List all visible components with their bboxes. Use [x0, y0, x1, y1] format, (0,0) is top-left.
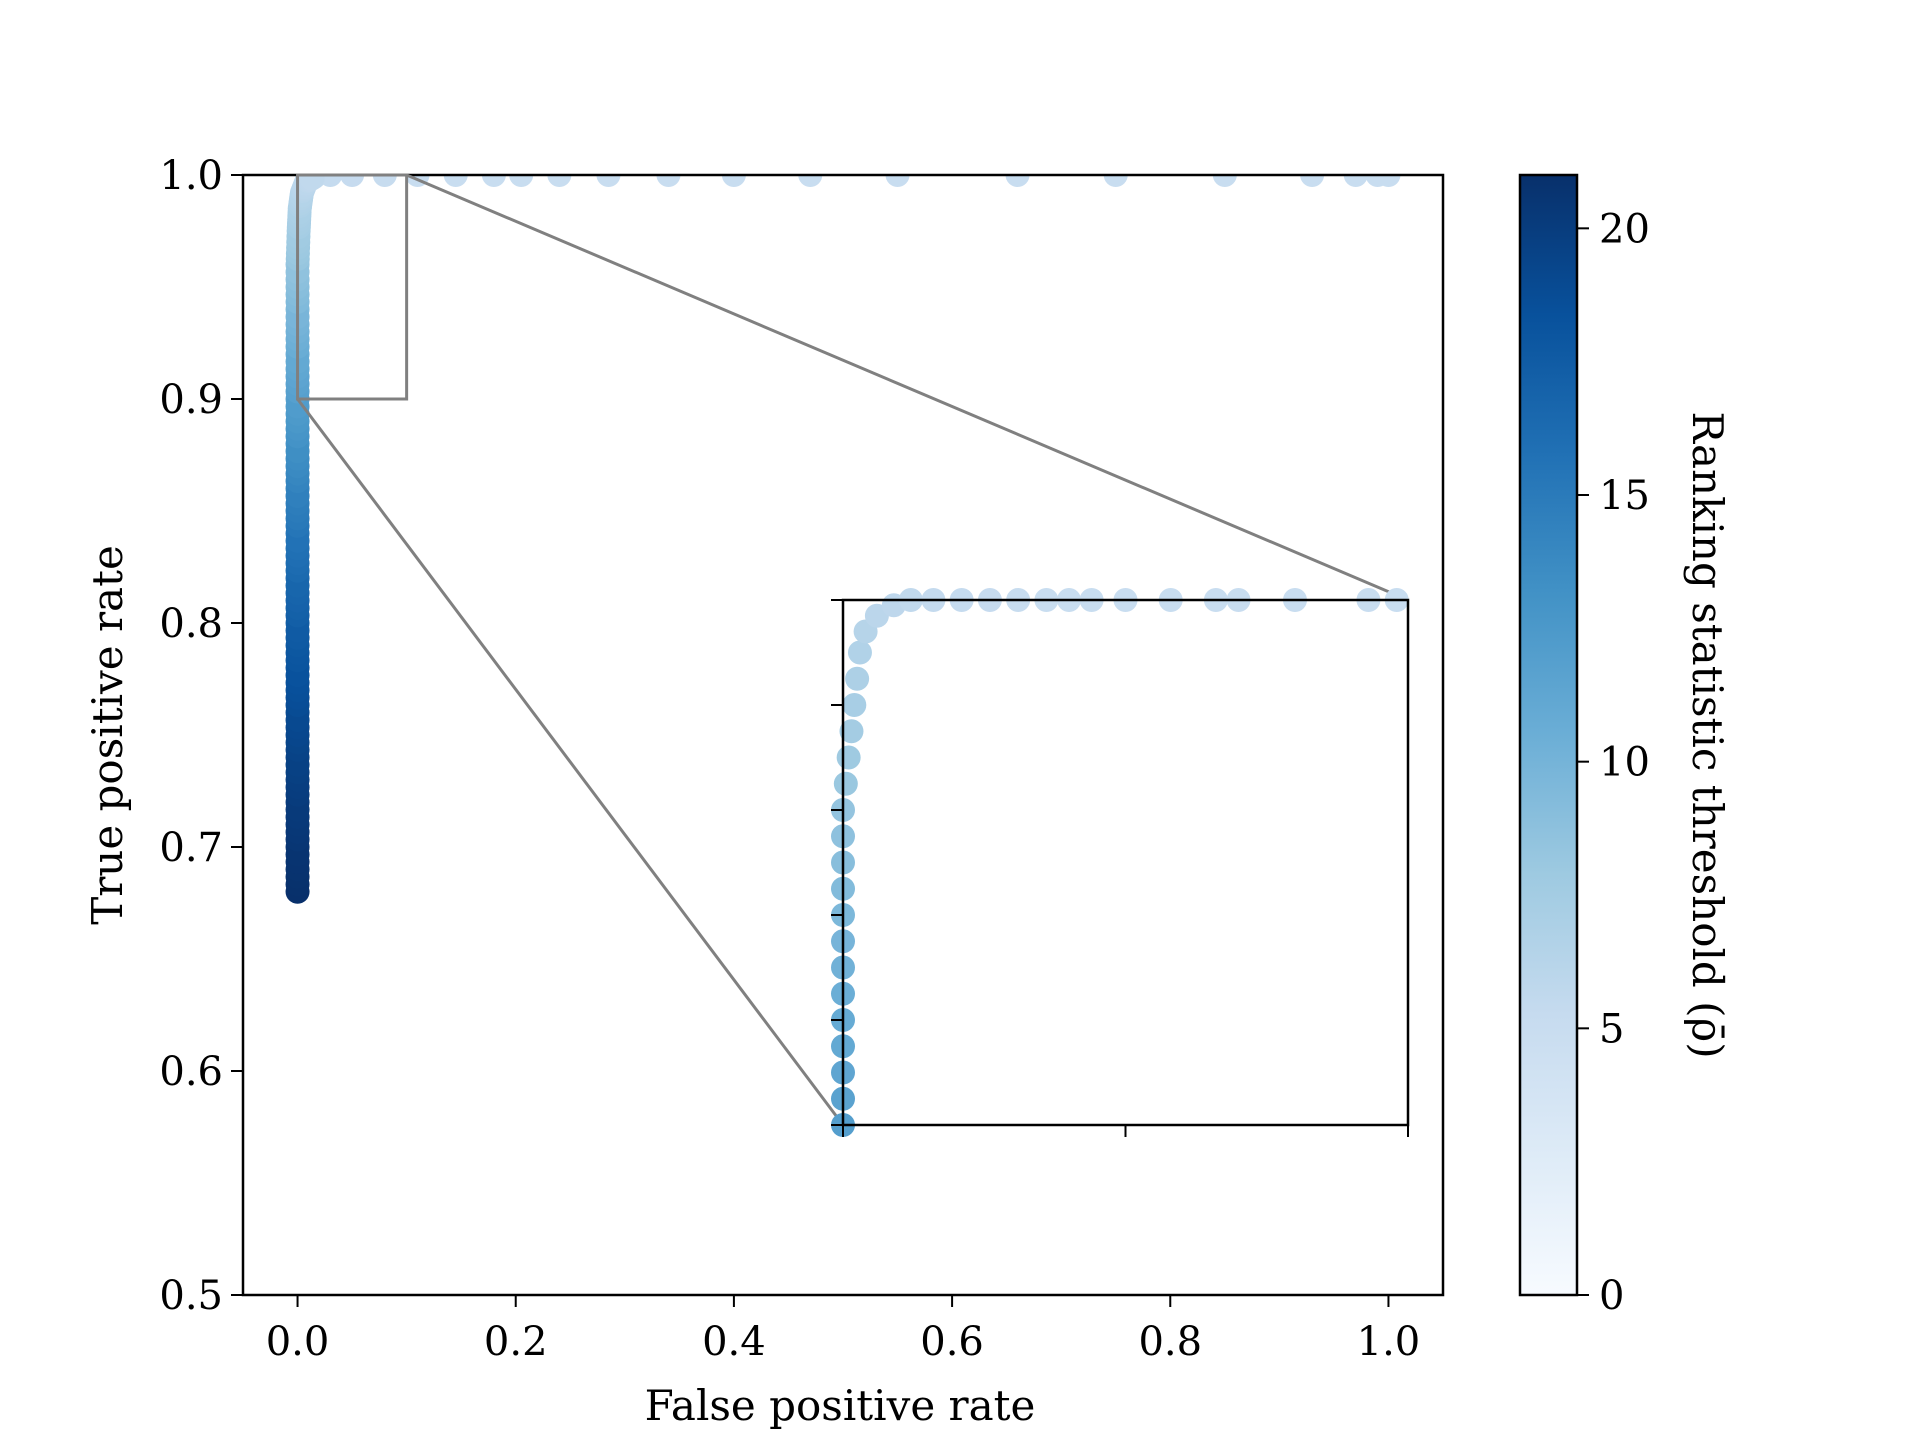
- colorbar-gradient: [1518, 173, 1579, 1297]
- roc-point: [1343, 175, 1368, 187]
- inset-axes: [831, 599, 1409, 1137]
- roc-point: [721, 175, 746, 187]
- inset-plot: [831, 588, 1410, 1137]
- roc-point: [481, 175, 506, 187]
- roc-point: [596, 175, 621, 187]
- roc-point: [443, 175, 468, 187]
- zoom-indicator: [296, 173, 1409, 1126]
- colorbar-ticks: 0 5 10 15 20: [1577, 206, 1650, 1319]
- inset-scatter: [831, 588, 1409, 1137]
- zoom-rectangle: [296, 173, 409, 401]
- inset-roc-point: [833, 771, 858, 796]
- roc-point: [372, 175, 397, 187]
- colorbar-tick-label: 20: [1599, 206, 1650, 252]
- x-tick-label: 0.4: [702, 1319, 766, 1365]
- colorbar: 0 5 10 15 20 Ranking statistic threshold (ρ̄…: [1518, 173, 1732, 1319]
- x-tick-label: 0.2: [484, 1319, 548, 1365]
- inset-roc-point: [842, 693, 867, 717]
- colorbar-tick-label: 10: [1599, 740, 1650, 786]
- inset-roc-point: [845, 666, 870, 691]
- y-tick-label: 0.7: [159, 825, 223, 871]
- x-tick-label: 0.8: [1138, 1319, 1202, 1365]
- x-axis-label: False positive rate: [645, 1381, 1036, 1430]
- colorbar-label: Ranking statistic threshold (ρ̄): [1683, 411, 1732, 1058]
- roc-point: [1005, 175, 1030, 187]
- inset-background: [843, 600, 1408, 1125]
- main-scatter: [285, 175, 1401, 904]
- main-plot-frame: [241, 173, 1445, 1297]
- y-tick-label: 0.9: [159, 377, 223, 423]
- colorbar-tick-label: 5: [1599, 1006, 1624, 1052]
- zoom-connector-bottom: [296, 398, 845, 1126]
- inset-roc-point: [836, 745, 861, 770]
- colorbar-tick-label: 0: [1599, 1273, 1624, 1319]
- roc-point: [1376, 175, 1401, 187]
- y-tick-label: 1.0: [159, 153, 223, 199]
- roc-point: [656, 175, 681, 187]
- y-axis: 0.5 0.6 0.7 0.8 0.9 1.0: [159, 153, 243, 1319]
- roc-point: [509, 175, 534, 187]
- x-axis: 0.0 0.2 0.4 0.6 0.8 1.0: [266, 1295, 1421, 1365]
- roc-point: [798, 175, 823, 187]
- inset-roc-point: [839, 719, 864, 744]
- roc-point: [547, 175, 572, 187]
- y-tick-label: 0.5: [159, 1273, 223, 1319]
- roc-point: [1300, 175, 1325, 187]
- roc-point: [300, 175, 325, 190]
- y-axis-label: True positive rate: [83, 545, 132, 925]
- roc-point: [1103, 175, 1128, 187]
- zoom-connector-top: [406, 173, 1409, 602]
- inset-roc-point: [847, 640, 872, 665]
- roc-point: [1212, 175, 1237, 187]
- colorbar-tick-label: 15: [1599, 473, 1650, 519]
- x-tick-label: 0.6: [920, 1319, 984, 1365]
- y-tick-label: 0.8: [159, 601, 223, 647]
- roc-point: [340, 175, 365, 187]
- x-tick-label: 0.0: [266, 1319, 330, 1365]
- roc-point: [885, 175, 910, 187]
- y-tick-label: 0.6: [159, 1049, 223, 1095]
- x-tick-label: 1.0: [1357, 1319, 1421, 1365]
